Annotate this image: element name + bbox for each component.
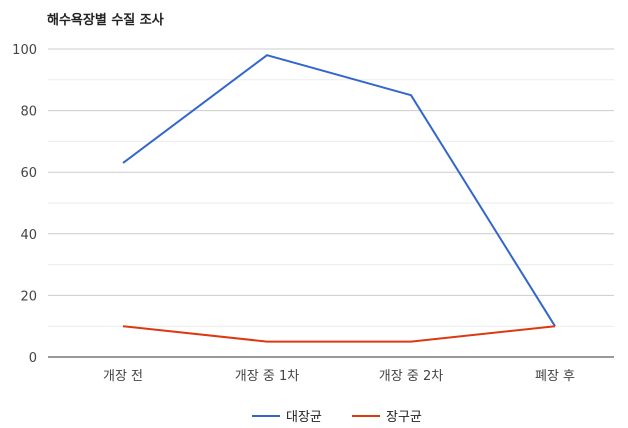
series-line-2 xyxy=(122,325,556,343)
x-axis-tick-labels: 개장 전 개장 중 1차 개장 중 2차 폐장 후 xyxy=(103,369,575,384)
y-tick-label: 20 xyxy=(20,289,37,304)
legend-label-2: 장구균 xyxy=(386,410,422,425)
chart-title: 해수욕장별 수질 조사 xyxy=(47,13,164,28)
y-tick-label: 60 xyxy=(20,166,37,181)
y-tick-label: 100 xyxy=(12,43,37,58)
y-tick-label: 40 xyxy=(20,228,37,243)
series-line-1 xyxy=(122,54,556,327)
gridlines xyxy=(48,48,614,327)
x-tick-label: 개장 중 1차 xyxy=(235,369,299,384)
series-lines xyxy=(122,54,556,343)
x-tick-label: 개장 전 xyxy=(103,369,143,384)
y-axis-tick-labels: 0 20 40 60 80 100 xyxy=(12,43,37,366)
legend: 대장균 장구균 xyxy=(252,410,422,425)
y-tick-label: 80 xyxy=(20,105,37,120)
x-tick-label: 폐장 후 xyxy=(535,369,575,384)
x-tick-label: 개장 중 2차 xyxy=(379,369,443,384)
y-tick-label: 0 xyxy=(29,351,37,366)
legend-label-1: 대장균 xyxy=(286,410,322,425)
